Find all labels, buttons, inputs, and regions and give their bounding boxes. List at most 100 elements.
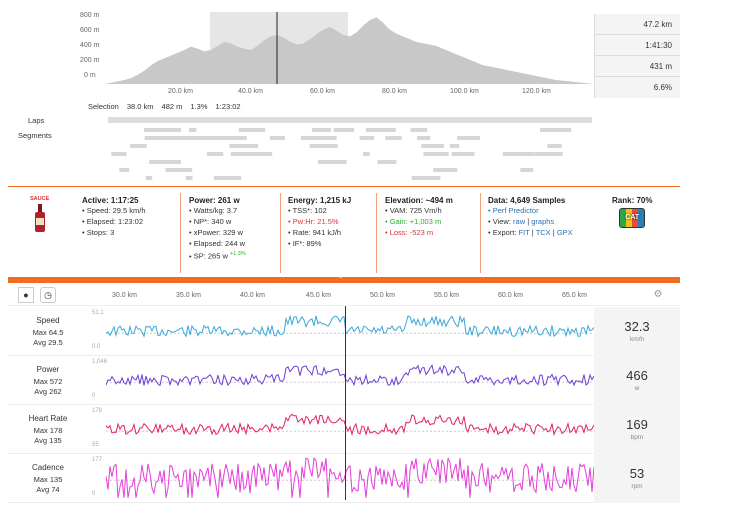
timeline-xtick: 65.0 km: [562, 292, 587, 299]
metric-line: [106, 314, 594, 338]
metric-bottom: 0: [92, 491, 96, 497]
segment-bar: [379, 128, 396, 132]
export-tcx-link[interactable]: TCX: [535, 228, 551, 237]
map-pin-icon[interactable]: ●: [18, 287, 34, 303]
metric-top: 178: [92, 408, 103, 414]
elev-xtick: 80.0 km: [382, 88, 407, 95]
metric-max: Max 572: [33, 377, 63, 386]
metric-stream[interactable]: [106, 309, 594, 353]
view-graphs-link[interactable]: graphs: [531, 217, 555, 226]
summary-distance: 47.2 km: [595, 14, 680, 35]
stat-row: Stops: 3: [82, 227, 146, 238]
timeline-ticks: 30.0 km 35.0 km 40.0 km 45.0 km 50.0 km …: [100, 292, 594, 302]
segment-bar: [337, 128, 350, 132]
sauce-logo: SAUCE: [30, 196, 49, 236]
metric-max: Max 64.5: [32, 328, 64, 337]
elevation-chart[interactable]: 800 m 600 m 400 m 200 m 0 m 20.0 km 40.0…: [0, 0, 595, 100]
segment-bar: [149, 160, 181, 164]
segments-lanes[interactable]: [108, 128, 592, 184]
elev-xtick: 60.0 km: [310, 88, 335, 95]
segment-bar: [365, 128, 385, 132]
collapse-chevron-icon[interactable]: ⌃: [338, 277, 344, 283]
metric-max: Max 135: [33, 475, 63, 484]
cursor-line[interactable]: [345, 306, 346, 500]
stat-row: Watts/kg: 3.7: [189, 205, 246, 216]
stat-elevation-title: Elevation: ~494 m: [385, 196, 453, 205]
collapse-bar[interactable]: [8, 277, 680, 283]
selection-gain: 482 m: [161, 102, 183, 111]
metric-avg: Avg 74: [36, 485, 60, 494]
stat-active-title: Active: 1:17:25: [82, 196, 139, 205]
timeline-xtick: 40.0 km: [240, 292, 265, 299]
elevation-profile[interactable]: [105, 12, 595, 84]
selection-time: 1:23:02: [215, 102, 241, 111]
metric-line: [106, 363, 594, 387]
metric-line: [106, 413, 594, 437]
metric-avg: Avg 262: [34, 387, 62, 396]
segment-bar: [457, 136, 481, 140]
segment-bar: [451, 152, 475, 156]
export-fit-link[interactable]: FIT: [518, 228, 530, 237]
metric-avg: Avg 135: [34, 436, 62, 445]
segment-bar: [238, 128, 266, 132]
view-raw-link[interactable]: raw: [513, 217, 526, 226]
segment-bar: [421, 144, 445, 148]
segment-bar: [534, 152, 563, 156]
metric-unit: w: [634, 385, 640, 392]
timeline-xtick: 45.0 km: [306, 292, 331, 299]
metric-value: 32.3: [624, 319, 650, 334]
laps-label: Laps: [28, 116, 45, 125]
laps-bar[interactable]: [108, 117, 592, 123]
metric-row: Cadence Max 135 Avg 74 177 0 53 rpm: [8, 454, 680, 503]
metric-stream[interactable]: [106, 358, 594, 402]
selection-grade: 1.3%: [190, 102, 208, 111]
settings-gear-icon[interactable]: ⚙: [653, 289, 663, 300]
segment-bar: [232, 144, 259, 148]
summary-grade: 6.6%: [653, 83, 672, 92]
elev-xtick: 40.0 km: [238, 88, 263, 95]
segment-bar: [213, 176, 242, 180]
metric-unit: rpm: [631, 483, 643, 490]
stat-row: xPower: 329 w: [189, 227, 246, 238]
segment-bar: [230, 152, 262, 156]
metric-line: [106, 456, 594, 498]
metric-stream[interactable]: [106, 456, 594, 500]
metric-label: Speed Max 64.5 Avg 29.5: [8, 316, 88, 348]
metric-row: Speed Max 64.5 Avg 29.5 51.1 0.0 32.3 km…: [8, 307, 680, 356]
perf-predictor-link[interactable]: Perf Predictor: [488, 205, 573, 216]
metric-top: 1,046: [92, 359, 108, 365]
segment-bar: [311, 128, 332, 132]
selection-distance: 38.0 km: [126, 102, 154, 111]
metric-avg: Avg 29.5: [33, 338, 63, 347]
metric-value: 53: [629, 466, 645, 481]
metric-stream[interactable]: [106, 407, 594, 451]
export-gpx-link[interactable]: GPX: [556, 228, 573, 237]
metric-bottom: 0: [92, 393, 96, 399]
segment-bar: [185, 176, 193, 180]
sauce-bottle-icon: [34, 204, 45, 232]
segment-bar: [144, 136, 175, 140]
metric-current: 169 bpm: [594, 405, 680, 454]
elev-xtick: 100.0 km: [450, 88, 479, 95]
stat-row: Gain: +1,003 m: [385, 216, 453, 227]
stat-active: Active: 1:17:25 Speed: 29.5 km/h Elapsed…: [82, 196, 146, 238]
segment-bar: [547, 144, 562, 148]
segment-bar: [163, 128, 182, 132]
export-row: Export: FIT | TCX | GPX: [488, 227, 573, 238]
clock-icon[interactable]: ◷: [40, 287, 56, 303]
metric-bottom: 55: [92, 442, 99, 448]
selection-label: Selection: [88, 102, 119, 111]
stat-row: Rate: 941 kJ/h: [288, 227, 351, 238]
stat-power: Power: 261 w Watts/kg: 3.7 NP*: 340 w xP…: [189, 196, 246, 262]
segment-bar: [256, 152, 273, 156]
segment-bar: [520, 168, 534, 172]
stat-energy: Energy: 1,215 kJ TSS*: 102 Pw:Hr: 21.5% …: [288, 196, 351, 249]
segment-bar: [363, 152, 370, 156]
timeline-xtick: 50.0 km: [370, 292, 395, 299]
metric-current: 32.3 km/h: [594, 307, 680, 356]
segment-bar: [502, 152, 535, 156]
view-row: View: raw | graphs: [488, 216, 573, 227]
metric-label: Power Max 572 Avg 262: [8, 365, 88, 397]
segment-bar: [411, 176, 441, 180]
metric-top: 177: [92, 457, 103, 463]
